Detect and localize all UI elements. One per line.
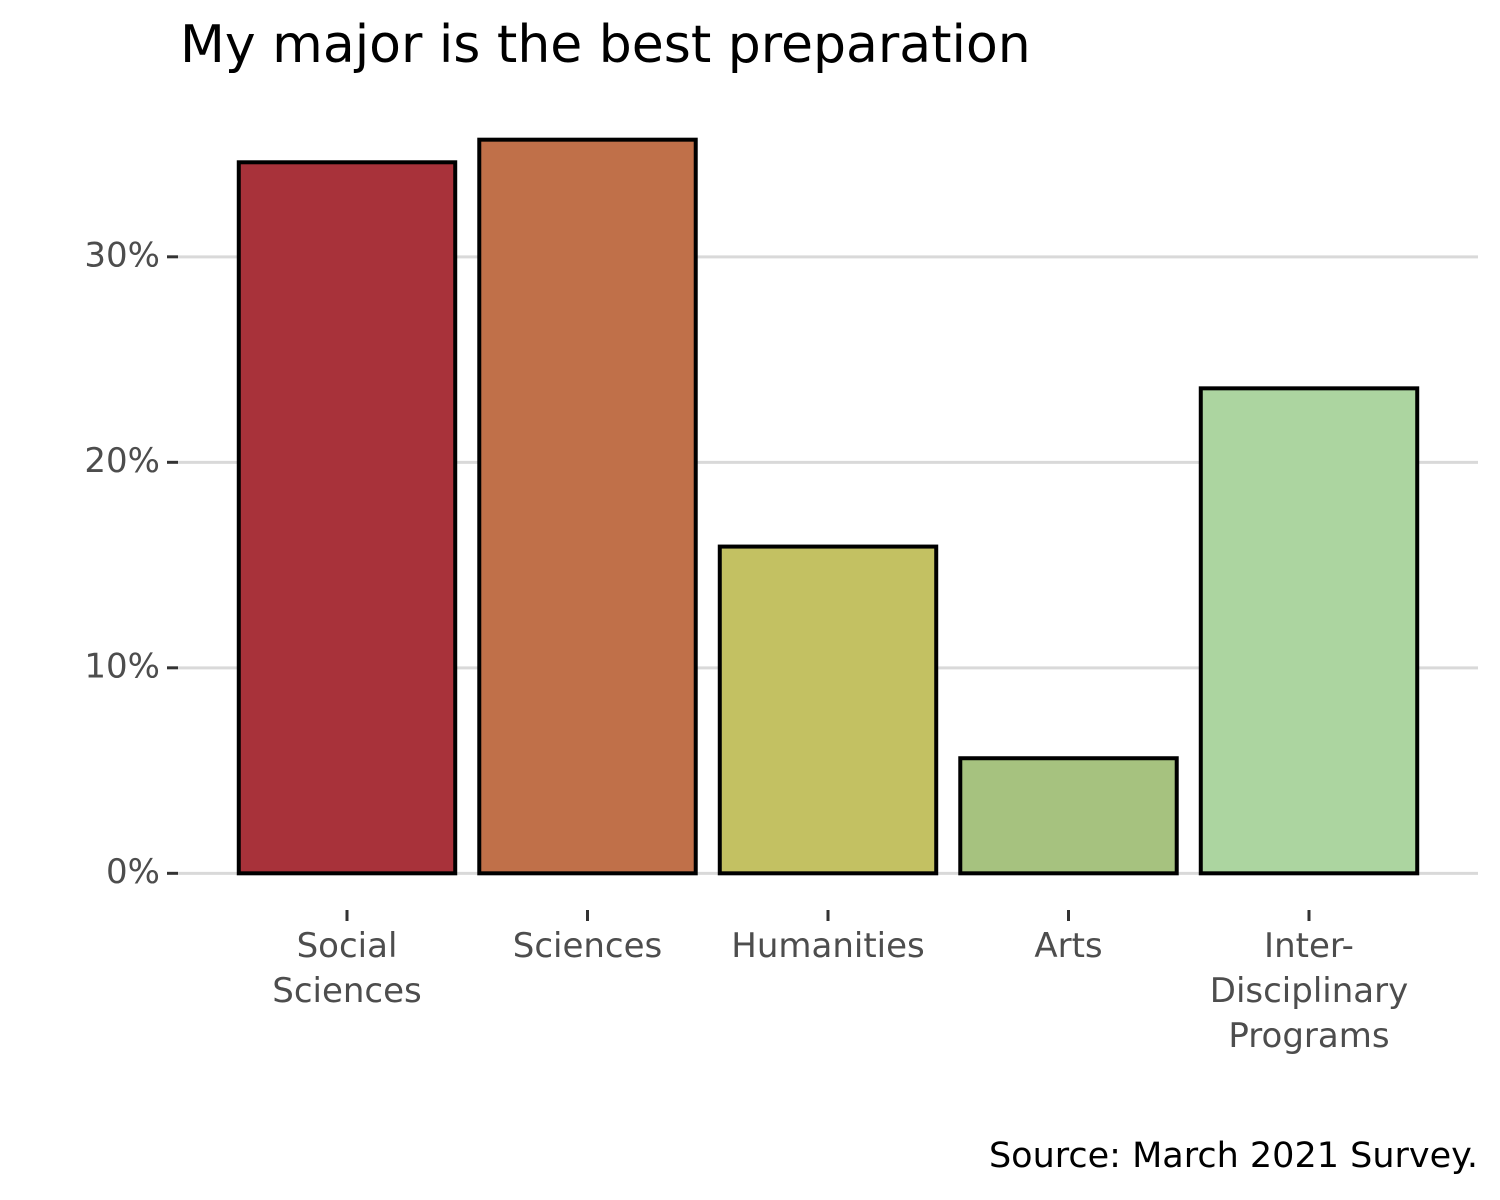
bar — [958, 756, 1179, 876]
bar — [477, 137, 698, 876]
caption: Source: March 2021 Survey. — [989, 1136, 1478, 1176]
x-tick-label: Humanities — [731, 926, 925, 966]
y-tick-label: 30% — [84, 235, 160, 275]
bar — [236, 160, 458, 876]
y-tick-label: 10% — [84, 646, 160, 686]
bar — [717, 544, 939, 876]
y-tick-label: 0% — [106, 852, 160, 892]
chart-title: My major is the best preparation — [180, 15, 1031, 75]
x-tick-label: Social Sciences — [272, 926, 422, 1011]
x-tick-label: Sciences — [512, 926, 663, 966]
x-tick-label: Arts — [1034, 926, 1103, 966]
bar — [1198, 386, 1420, 876]
x-tick-label: Inter- Disciplinary Programs — [1209, 926, 1409, 1056]
y-tick-label: 20% — [84, 441, 160, 481]
